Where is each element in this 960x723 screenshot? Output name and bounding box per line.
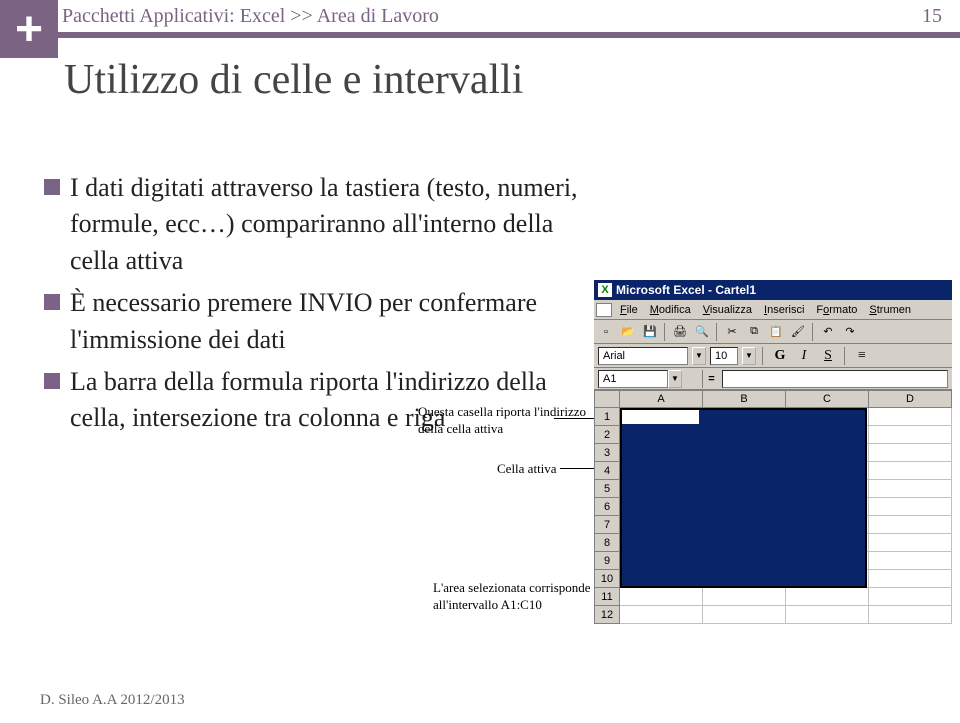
- cut-icon[interactable]: ✂: [722, 322, 742, 342]
- plus-badge: +: [0, 0, 58, 58]
- select-all-corner[interactable]: [594, 390, 620, 408]
- annotation-active-cell: Cella attiva: [497, 461, 557, 478]
- row-header[interactable]: 11: [594, 588, 620, 606]
- excel-window: X Microsoft Excel - Cartel1 File Modific…: [594, 280, 952, 690]
- excel-formulabar: A1 ▼ =: [594, 368, 952, 390]
- separator: [664, 323, 666, 341]
- excel-grid: A B C D 1 2 3 4 5 6 7 8 9 10 11 12: [594, 390, 952, 624]
- new-icon[interactable]: ▫: [596, 322, 616, 342]
- font-size-select[interactable]: 10: [710, 347, 738, 365]
- menu-inserisci[interactable]: Inserisci: [758, 302, 810, 318]
- col-header-b[interactable]: B: [703, 390, 786, 408]
- menu-file[interactable]: File: [614, 302, 644, 318]
- bold-button[interactable]: G: [770, 346, 790, 366]
- row-header[interactable]: 12: [594, 606, 620, 624]
- row-header[interactable]: 6: [594, 498, 620, 516]
- bullet-text: È necessario premere INVIO per confermar…: [70, 285, 584, 358]
- open-icon[interactable]: 📂: [618, 322, 638, 342]
- name-box[interactable]: A1: [598, 370, 668, 388]
- row-header[interactable]: 10: [594, 570, 620, 588]
- cells-area[interactable]: [620, 408, 952, 624]
- menu-modifica[interactable]: Modifica: [644, 302, 697, 318]
- font-name-select[interactable]: Arial: [598, 347, 688, 365]
- header-bar: Pacchetti Applicativi: Excel >> Area di …: [58, 0, 960, 38]
- col-header-c[interactable]: C: [786, 390, 869, 408]
- footer-text: D. Sileo A.A 2012/2013: [40, 692, 185, 709]
- italic-button[interactable]: I: [794, 346, 814, 366]
- underline-button[interactable]: S: [818, 346, 838, 366]
- active-cell: [622, 410, 699, 424]
- page-number: 15: [922, 5, 942, 28]
- page-title: Utilizzo di celle e intervalli: [64, 56, 523, 104]
- row-header[interactable]: 4: [594, 462, 620, 480]
- equals-button[interactable]: =: [702, 370, 720, 388]
- bullet-icon: [44, 373, 60, 389]
- selection-range: [620, 408, 867, 588]
- breadcrumb: Pacchetti Applicativi: Excel >> Area di …: [62, 5, 922, 28]
- row-header[interactable]: 8: [594, 534, 620, 552]
- doc-icon: [596, 303, 612, 317]
- save-icon[interactable]: 💾: [640, 322, 660, 342]
- row-header[interactable]: 2: [594, 426, 620, 444]
- col-header-d[interactable]: D: [869, 390, 952, 408]
- redo-icon[interactable]: ↷: [840, 322, 860, 342]
- excel-toolbar: ▫ 📂 💾 🖨 🔍 ✂ ⧉ 📋 🖌 ↶ ↷: [594, 320, 952, 344]
- annotation-range: L'area selezionata corrisponde all'inter…: [433, 580, 603, 614]
- excel-formatbar: Arial ▼ 10 ▼ G I S ≡: [594, 344, 952, 368]
- separator: [762, 347, 764, 365]
- list-item: È necessario premere INVIO per confermar…: [44, 285, 584, 358]
- excel-title: Microsoft Excel - Cartel1: [616, 283, 756, 297]
- excel-logo-icon: X: [598, 283, 612, 297]
- row-headers: 1 2 3 4 5 6 7 8 9 10 11 12: [594, 408, 620, 624]
- separator: [716, 323, 718, 341]
- bullet-text: I dati digitati attraverso la tastiera (…: [70, 170, 584, 279]
- bullet-icon: [44, 179, 60, 195]
- chevron-down-icon[interactable]: ▼: [668, 370, 682, 388]
- separator: [844, 347, 846, 365]
- brush-icon[interactable]: 🖌: [788, 322, 808, 342]
- bullet-icon: [44, 294, 60, 310]
- menu-strumenti[interactable]: Strumen: [863, 302, 917, 318]
- separator: [812, 323, 814, 341]
- chevron-down-icon[interactable]: ▼: [742, 347, 756, 365]
- annotation-namebox: Questa casella riporta l'indirizzo della…: [418, 404, 590, 438]
- formula-input[interactable]: [722, 370, 948, 388]
- col-header-a[interactable]: A: [620, 390, 703, 408]
- row-header[interactable]: 1: [594, 408, 620, 426]
- undo-icon[interactable]: ↶: [818, 322, 838, 342]
- list-item: I dati digitati attraverso la tastiera (…: [44, 170, 584, 279]
- row-header[interactable]: 3: [594, 444, 620, 462]
- chevron-down-icon[interactable]: ▼: [692, 347, 706, 365]
- preview-icon[interactable]: 🔍: [692, 322, 712, 342]
- excel-menubar: File Modifica Visualizza Inserisci Forma…: [594, 300, 952, 320]
- align-left-icon[interactable]: ≡: [852, 346, 872, 366]
- row-header[interactable]: 7: [594, 516, 620, 534]
- row-header[interactable]: 9: [594, 552, 620, 570]
- print-icon[interactable]: 🖨: [670, 322, 690, 342]
- copy-icon[interactable]: ⧉: [744, 322, 764, 342]
- menu-formato[interactable]: Formato: [810, 302, 863, 318]
- row-header[interactable]: 5: [594, 480, 620, 498]
- excel-titlebar: X Microsoft Excel - Cartel1: [594, 280, 952, 300]
- column-headers: A B C D: [594, 390, 952, 408]
- paste-icon[interactable]: 📋: [766, 322, 786, 342]
- menu-visualizza[interactable]: Visualizza: [697, 302, 758, 318]
- bullet-list: I dati digitati attraverso la tastiera (…: [44, 170, 584, 443]
